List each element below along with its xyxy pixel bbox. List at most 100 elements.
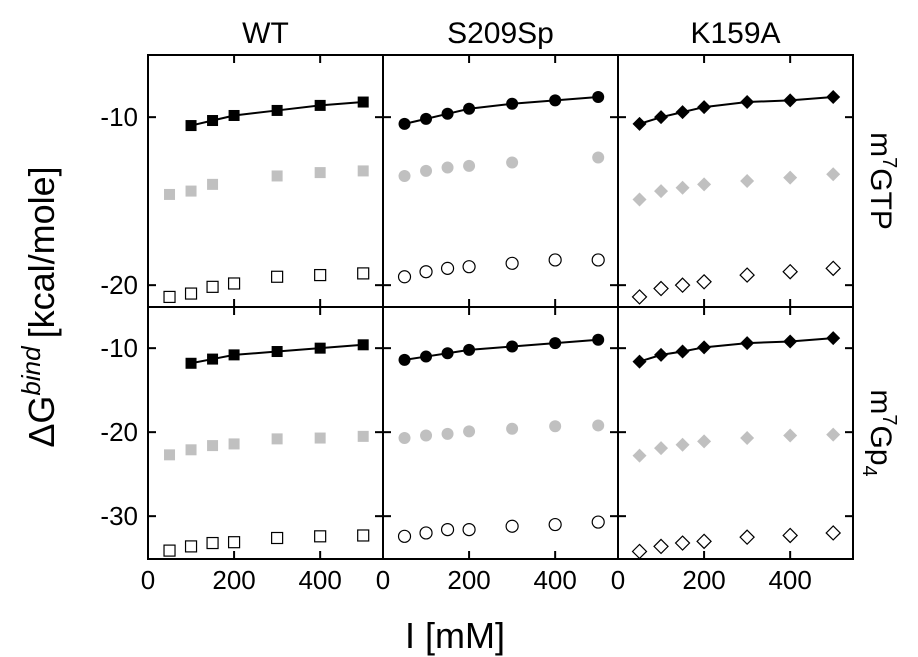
- row-label-rest: GTP: [864, 168, 897, 230]
- marker: [420, 350, 433, 363]
- marker: [591, 253, 605, 267]
- marker: [505, 256, 519, 270]
- marker: [675, 180, 690, 195]
- marker: [441, 161, 454, 174]
- marker: [206, 536, 219, 550]
- marker: [548, 253, 562, 267]
- marker: [653, 280, 669, 297]
- y-tick-label: -10: [100, 102, 138, 132]
- marker: [271, 170, 283, 182]
- marker: [697, 340, 712, 355]
- marker: [314, 99, 326, 111]
- marker: [184, 540, 198, 553]
- x-tick-label: 0: [141, 565, 155, 595]
- marker: [740, 174, 755, 188]
- marker: [549, 420, 562, 433]
- marker: [357, 267, 370, 280]
- marker: [697, 177, 712, 192]
- marker: [549, 337, 562, 350]
- marker: [696, 533, 712, 550]
- marker: [271, 433, 283, 445]
- row-label-sup: 7: [878, 414, 900, 425]
- marker: [163, 544, 176, 557]
- marker: [227, 536, 241, 549]
- marker: [549, 94, 562, 107]
- marker: [783, 334, 798, 349]
- marker: [826, 167, 841, 182]
- row-label-sup: 7: [878, 157, 900, 168]
- marker: [632, 448, 647, 463]
- x-tick-label: 200: [212, 565, 255, 595]
- y-tick-label: -30: [100, 501, 138, 531]
- row-label-rest: Gp: [864, 425, 897, 465]
- marker: [653, 538, 669, 555]
- plot-frame: [617, 54, 854, 308]
- marker: [739, 529, 755, 546]
- marker: [420, 164, 433, 177]
- marker: [592, 419, 605, 432]
- row-label-base: m: [864, 132, 897, 157]
- marker: [783, 170, 798, 185]
- x-tick-label: 400: [768, 565, 811, 595]
- y-label-rest: [kcal/mole]: [21, 166, 62, 338]
- marker: [826, 90, 841, 104]
- y-tick-label: -20: [100, 270, 138, 300]
- plot-frame: [147, 54, 384, 308]
- marker: [826, 331, 841, 346]
- x-tick-label: 400: [298, 565, 341, 595]
- marker: [419, 265, 433, 279]
- panel-title: WT: [242, 17, 289, 50]
- marker: [207, 440, 219, 452]
- x-tick-label: 400: [533, 565, 576, 595]
- x-tick-label: 0: [611, 565, 625, 595]
- marker: [206, 280, 219, 293]
- marker: [825, 525, 842, 541]
- marker: [782, 263, 799, 280]
- marker: [740, 336, 755, 351]
- marker: [463, 343, 476, 356]
- marker: [740, 95, 755, 110]
- marker: [592, 151, 605, 164]
- series-line: [639, 96, 834, 125]
- marker: [632, 116, 647, 131]
- marker: [164, 449, 176, 461]
- row-label-sub: 4: [858, 466, 880, 477]
- marker: [739, 267, 755, 283]
- marker: [697, 434, 712, 449]
- marker: [654, 347, 669, 362]
- y-axis-label: ΔGbind [kcal/mole]: [16, 166, 62, 447]
- marker: [592, 333, 605, 346]
- marker: [357, 165, 369, 177]
- marker: [462, 522, 476, 537]
- marker: [357, 96, 369, 108]
- plot-frame: [382, 306, 619, 560]
- marker: [397, 529, 412, 543]
- marker: [397, 270, 412, 284]
- marker: [207, 353, 219, 365]
- marker: [506, 156, 519, 169]
- marker: [783, 93, 798, 108]
- marker: [654, 184, 669, 199]
- marker: [463, 425, 476, 438]
- x-tick-label: 200: [447, 565, 490, 595]
- marker: [654, 441, 669, 456]
- marker: [463, 159, 476, 172]
- marker: [398, 353, 411, 366]
- marker: [825, 260, 842, 277]
- marker: [314, 167, 326, 179]
- marker: [654, 110, 669, 125]
- marker: [505, 519, 519, 533]
- marker: [185, 120, 197, 132]
- marker: [696, 273, 712, 290]
- marker: [419, 526, 433, 540]
- marker: [314, 342, 326, 354]
- marker: [357, 529, 370, 542]
- y-label-sup: bind: [16, 345, 46, 396]
- marker: [548, 517, 562, 532]
- y-tick-label: -20: [100, 417, 138, 447]
- marker: [631, 289, 648, 305]
- marker: [271, 346, 283, 358]
- marker: [164, 188, 176, 200]
